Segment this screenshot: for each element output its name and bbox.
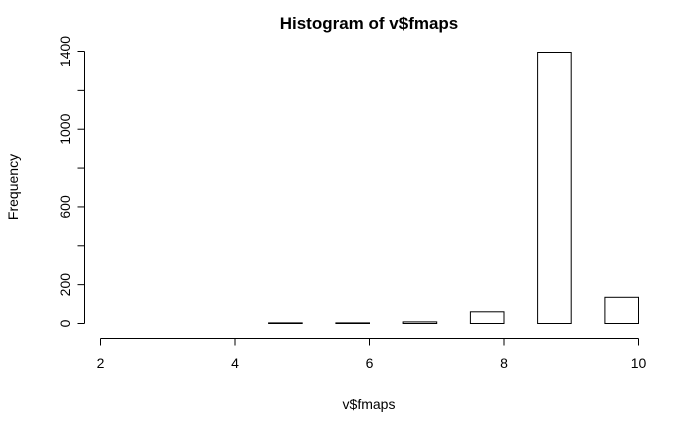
histogram-bar-7	[335, 322, 370, 324]
x-tick-label: 2	[97, 355, 105, 371]
y-tick-label: 1400	[57, 36, 73, 67]
histogram-bar-11	[469, 311, 505, 324]
x-axis-label: v$fmaps	[343, 396, 396, 412]
histogram-bars	[268, 52, 640, 324]
x-axis: 2 4 6 8 10	[97, 338, 647, 371]
y-tick-label: 600	[57, 195, 73, 219]
chart-title: Histogram of v$fmaps	[280, 14, 459, 33]
x-tick-label: 10	[631, 355, 647, 371]
x-tick-label: 6	[366, 355, 374, 371]
histogram-bar-15	[604, 296, 640, 324]
y-axis-label: Frequency	[5, 154, 21, 220]
histogram-bar-9	[402, 321, 438, 324]
histogram-bar-5	[268, 322, 303, 324]
x-tick-label: 4	[231, 355, 239, 371]
y-axis: 0 200 600 1000 1400	[57, 36, 85, 327]
histogram-bar-13	[537, 52, 572, 324]
y-tick-label: 1000	[57, 113, 73, 144]
x-tick-label: 8	[500, 355, 508, 371]
y-tick-label: 200	[57, 273, 73, 297]
y-tick-label: 0	[57, 319, 73, 327]
